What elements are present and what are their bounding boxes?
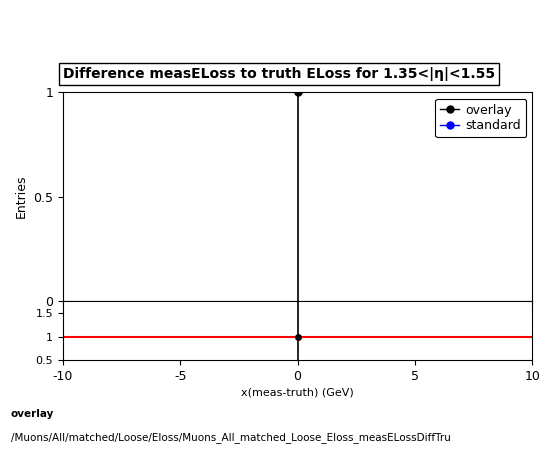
Text: overlay: overlay [11, 409, 54, 419]
Legend: overlay, standard: overlay, standard [436, 99, 526, 137]
Text: Difference measELoss to truth ELoss for 1.35<|η|<1.55: Difference measELoss to truth ELoss for … [63, 67, 495, 81]
Text: /Muons/All/matched/Loose/Eloss/Muons_All_matched_Loose_Eloss_measELossDiffTru: /Muons/All/matched/Loose/Eloss/Muons_All… [11, 432, 451, 443]
Y-axis label: Entries: Entries [15, 175, 27, 219]
X-axis label: x(meas-truth) (GeV): x(meas-truth) (GeV) [241, 387, 354, 397]
